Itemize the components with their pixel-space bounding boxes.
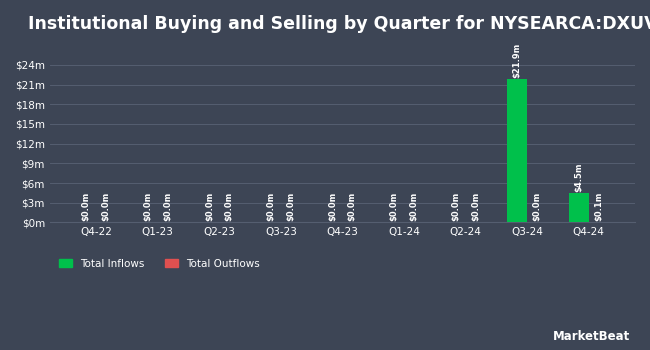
Text: $0.0m: $0.0m [532, 191, 541, 221]
Text: $0.0m: $0.0m [410, 191, 419, 221]
Text: $0.0m: $0.0m [205, 191, 214, 221]
Title: Institutional Buying and Selling by Quarter for NYSEARCA:DXUV: Institutional Buying and Selling by Quar… [27, 15, 650, 33]
Text: $21.9m: $21.9m [513, 42, 522, 78]
Text: $0.0m: $0.0m [328, 191, 337, 221]
Bar [508, 79, 527, 223]
Text: $0.1m: $0.1m [594, 191, 603, 221]
Text: $0.0m: $0.0m [286, 191, 295, 221]
Text: $0.0m: $0.0m [82, 191, 91, 221]
Text: $0.0m: $0.0m [266, 191, 276, 221]
Text: $0.0m: $0.0m [101, 191, 111, 221]
Text: $0.0m: $0.0m [163, 191, 172, 221]
Text: $0.0m: $0.0m [451, 191, 460, 221]
Text: $0.0m: $0.0m [144, 191, 152, 221]
Text: MarketBeat: MarketBeat [553, 330, 630, 343]
Legend: Total Inflows, Total Outflows: Total Inflows, Total Outflows [55, 254, 264, 273]
Bar [589, 222, 608, 223]
Text: $0.0m: $0.0m [225, 191, 233, 221]
Text: $0.0m: $0.0m [389, 191, 398, 221]
Text: $4.5m: $4.5m [575, 162, 583, 192]
Bar [569, 193, 589, 223]
Text: $0.0m: $0.0m [348, 191, 357, 221]
Text: $0.0m: $0.0m [471, 191, 480, 221]
